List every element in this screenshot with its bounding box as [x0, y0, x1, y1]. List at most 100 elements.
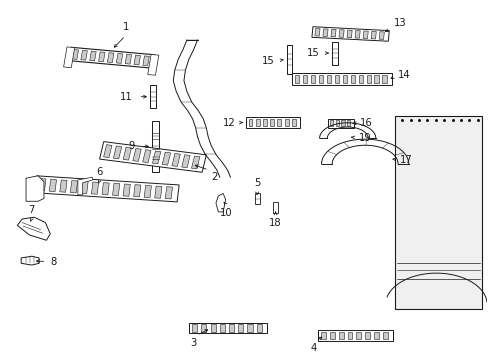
Text: 19: 19: [359, 133, 371, 143]
Polygon shape: [339, 332, 343, 339]
Polygon shape: [356, 332, 361, 339]
Polygon shape: [330, 332, 335, 339]
Polygon shape: [17, 217, 50, 240]
Text: 16: 16: [360, 118, 373, 128]
Text: 11: 11: [120, 92, 133, 102]
Polygon shape: [248, 119, 252, 126]
Polygon shape: [246, 117, 300, 128]
Text: 17: 17: [400, 155, 413, 165]
Polygon shape: [292, 73, 392, 85]
Text: 3: 3: [190, 338, 196, 348]
Polygon shape: [152, 121, 159, 172]
Polygon shape: [303, 75, 307, 83]
Polygon shape: [192, 156, 200, 169]
Text: 8: 8: [50, 257, 56, 266]
Polygon shape: [365, 332, 370, 339]
Polygon shape: [327, 75, 331, 83]
Text: 10: 10: [220, 208, 233, 219]
Polygon shape: [270, 119, 274, 126]
Polygon shape: [155, 186, 162, 198]
Polygon shape: [347, 30, 352, 38]
Polygon shape: [81, 50, 87, 60]
Polygon shape: [92, 182, 98, 194]
Polygon shape: [351, 75, 355, 83]
Polygon shape: [69, 47, 155, 68]
Polygon shape: [347, 120, 350, 126]
Polygon shape: [257, 324, 262, 332]
Polygon shape: [81, 181, 88, 194]
Polygon shape: [273, 202, 278, 213]
Polygon shape: [148, 54, 159, 75]
Polygon shape: [78, 177, 93, 195]
Polygon shape: [238, 324, 243, 332]
Polygon shape: [134, 185, 141, 197]
Text: 2: 2: [211, 172, 218, 182]
Polygon shape: [367, 75, 371, 83]
Text: 18: 18: [269, 218, 282, 228]
Text: 12: 12: [222, 118, 235, 127]
Polygon shape: [72, 50, 78, 59]
Polygon shape: [113, 146, 122, 159]
Polygon shape: [263, 119, 267, 126]
Polygon shape: [343, 75, 347, 83]
Polygon shape: [347, 332, 352, 339]
Text: 13: 13: [394, 18, 406, 28]
Polygon shape: [182, 155, 190, 168]
Polygon shape: [123, 147, 131, 160]
Polygon shape: [189, 323, 267, 333]
Polygon shape: [312, 27, 389, 41]
Polygon shape: [35, 176, 179, 202]
Polygon shape: [150, 85, 156, 108]
Polygon shape: [162, 152, 171, 165]
Polygon shape: [39, 179, 46, 191]
Polygon shape: [295, 75, 299, 83]
Polygon shape: [26, 176, 44, 201]
Polygon shape: [125, 54, 132, 64]
Polygon shape: [103, 145, 112, 158]
Polygon shape: [323, 29, 328, 36]
Polygon shape: [116, 54, 123, 63]
Text: 14: 14: [397, 70, 410, 80]
Polygon shape: [229, 324, 234, 332]
Polygon shape: [102, 183, 109, 195]
Polygon shape: [330, 120, 333, 126]
Polygon shape: [359, 75, 363, 83]
Polygon shape: [64, 47, 74, 68]
Polygon shape: [113, 183, 120, 195]
Polygon shape: [216, 193, 225, 212]
Polygon shape: [133, 148, 141, 161]
Polygon shape: [287, 45, 293, 74]
Text: 7: 7: [28, 206, 35, 215]
Polygon shape: [285, 119, 289, 126]
Polygon shape: [311, 75, 315, 83]
Polygon shape: [318, 330, 393, 341]
Polygon shape: [335, 75, 339, 83]
Polygon shape: [143, 150, 151, 163]
Text: 15: 15: [262, 56, 275, 66]
Text: 15: 15: [307, 48, 320, 58]
Polygon shape: [256, 119, 260, 126]
Polygon shape: [374, 332, 379, 339]
Polygon shape: [277, 119, 281, 126]
Polygon shape: [395, 116, 482, 309]
Polygon shape: [321, 332, 326, 339]
Polygon shape: [355, 31, 360, 38]
Polygon shape: [21, 256, 39, 265]
Polygon shape: [90, 51, 96, 61]
Polygon shape: [371, 31, 376, 39]
Polygon shape: [123, 184, 130, 196]
Text: 6: 6: [97, 167, 103, 177]
Polygon shape: [328, 119, 353, 128]
Text: 9: 9: [129, 141, 135, 151]
Polygon shape: [220, 324, 225, 332]
Polygon shape: [342, 120, 344, 126]
Polygon shape: [292, 119, 296, 126]
Polygon shape: [49, 179, 56, 192]
Polygon shape: [60, 180, 67, 192]
Polygon shape: [71, 181, 77, 193]
Text: 5: 5: [254, 178, 260, 188]
Polygon shape: [332, 42, 338, 65]
Polygon shape: [331, 29, 336, 37]
Polygon shape: [255, 193, 260, 204]
Polygon shape: [336, 120, 339, 126]
